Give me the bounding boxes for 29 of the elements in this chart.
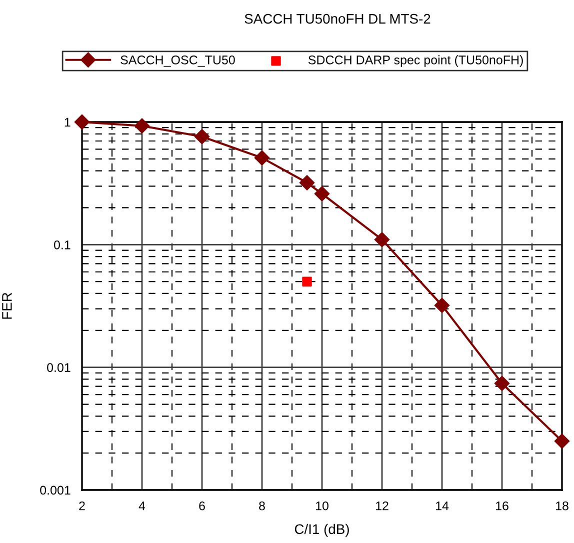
y-tick-label: 1 (64, 118, 70, 127)
x-tick-label: 6 (199, 501, 205, 510)
legend-label: SDCCH DARP spec point (TU50noFH) (308, 55, 523, 67)
legend-label: SACCH_OSC_TU50 (120, 56, 235, 67)
point (302, 276, 312, 286)
point (74, 114, 90, 130)
x-tick-label: 10 (316, 501, 328, 510)
x-tick-label: 4 (138, 502, 146, 510)
y-axis-title: FER (2, 292, 12, 319)
chart-title: SACCH TU50noFH DL MTS-2 (244, 14, 430, 24)
x-tick-label: 2 (79, 501, 85, 510)
point (554, 434, 570, 449)
x-axis-title: C/I1 (dB) (294, 524, 349, 537)
y-tick-label: 0.001 (40, 486, 70, 495)
point (194, 129, 210, 144)
point (299, 175, 315, 190)
point (494, 376, 510, 391)
point (374, 232, 390, 248)
point (314, 186, 330, 202)
x-tick-label: 12 (376, 501, 388, 510)
x-tick-label: 18 (556, 501, 568, 510)
point (134, 118, 150, 134)
x-tick-label: 8 (259, 501, 265, 510)
point (434, 298, 450, 313)
y-tick-label: 0.01 (47, 363, 70, 372)
point (254, 150, 270, 166)
y-tick-label: 0.1 (54, 240, 70, 250)
x-tick-label: 16 (496, 501, 508, 510)
x-tick-label: 14 (436, 502, 449, 510)
